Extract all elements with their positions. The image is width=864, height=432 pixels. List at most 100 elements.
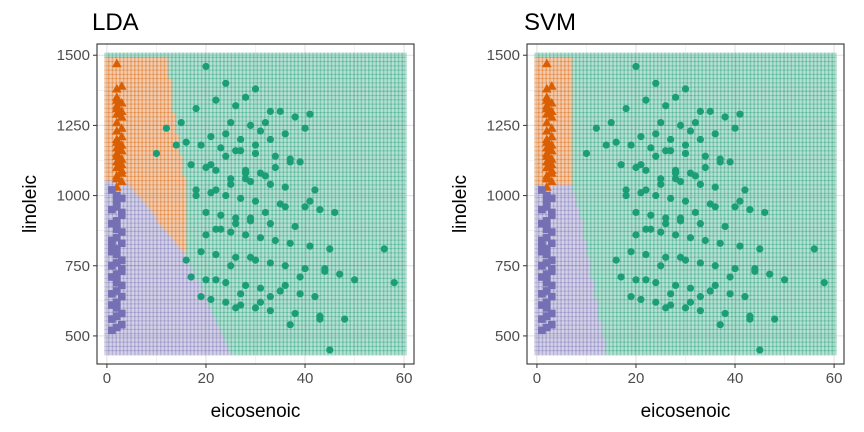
region-cell (234, 205, 240, 211)
region-cell (223, 146, 229, 152)
region-cell (241, 218, 247, 224)
region-cell (167, 252, 173, 258)
region-cell (241, 52, 247, 58)
region-cell (252, 350, 259, 356)
region-cell (271, 303, 277, 309)
region-cell (271, 294, 277, 301)
region-cell (267, 214, 273, 220)
region-cell (137, 150, 143, 156)
region-cell (171, 133, 177, 139)
region-cell (249, 150, 255, 156)
region-cell (156, 277, 162, 284)
region-cell (126, 137, 132, 143)
region-cell (156, 116, 162, 122)
region-cell (197, 78, 203, 84)
region-cell (122, 218, 129, 224)
region-cell (141, 99, 147, 105)
region-cell (238, 218, 244, 224)
region-cell (245, 273, 251, 279)
region-cell (200, 197, 207, 203)
region-cell (256, 226, 262, 233)
region-cell (160, 320, 166, 326)
region-cell (182, 222, 188, 228)
region-cell (141, 265, 147, 271)
region-cell (152, 243, 158, 250)
region-cell (148, 107, 155, 114)
region-cell (278, 99, 285, 105)
region-cell (130, 328, 136, 335)
region-cell (204, 222, 210, 228)
region-cell (130, 282, 136, 288)
region-cell (256, 311, 262, 318)
region-cell (230, 197, 236, 203)
region-cell (160, 78, 166, 84)
region-cell (145, 192, 151, 199)
region-cell (215, 107, 221, 114)
region-cell (145, 235, 151, 241)
region-cell (160, 307, 166, 313)
region-cell (223, 239, 229, 245)
region-cell (182, 95, 188, 101)
region-cell (167, 286, 173, 292)
region-cell (174, 256, 181, 262)
region-cell (182, 209, 188, 216)
region-cell (208, 239, 214, 245)
region-cell (223, 328, 229, 335)
region-cell (271, 286, 277, 292)
region-cell (156, 180, 162, 186)
region-cell (171, 252, 177, 258)
region-cell (178, 175, 184, 182)
region-cell (204, 146, 210, 152)
region-cell (104, 158, 110, 165)
region-cell (122, 222, 129, 228)
region-cell (197, 103, 203, 109)
region-cell (260, 52, 266, 58)
region-cell (238, 345, 244, 352)
region-cell (156, 231, 162, 237)
region-cell (215, 282, 221, 288)
region-cell (267, 129, 273, 135)
region-cell (256, 184, 262, 190)
region-cell (223, 103, 229, 109)
region-cell (156, 201, 162, 207)
region-cell (249, 82, 255, 88)
region-cell (193, 124, 199, 131)
region-cell (134, 239, 140, 245)
region-cell (219, 188, 225, 194)
region-cell (223, 286, 229, 292)
region-cell (178, 90, 184, 97)
region-cell (186, 65, 192, 71)
region-cell (223, 69, 229, 75)
region-cell (204, 175, 210, 182)
region-cell (156, 90, 162, 97)
region-cell (238, 124, 244, 131)
region-cell (171, 248, 177, 254)
region-cell (215, 120, 221, 126)
region-cell (182, 265, 188, 271)
region-cell (208, 282, 214, 288)
region-cell (223, 273, 229, 279)
region-cell (126, 201, 132, 207)
region-cell (275, 226, 281, 233)
region-cell (134, 269, 140, 275)
region-cell (115, 333, 121, 339)
region-cell (278, 222, 285, 228)
region-cell (130, 52, 136, 58)
region-cell (234, 243, 240, 250)
region-cell (160, 205, 166, 211)
region-cell (174, 294, 181, 301)
region-cell (234, 167, 240, 173)
region-cell (160, 65, 166, 71)
region-cell (108, 171, 114, 177)
region-cell (219, 294, 225, 301)
region-cell (186, 324, 192, 330)
region-cell (122, 175, 129, 182)
region-cell (200, 252, 207, 258)
region-cell (189, 73, 195, 80)
region-cell (130, 209, 136, 216)
region-cell (249, 239, 255, 245)
region-cell (156, 146, 162, 152)
region-cell (126, 260, 132, 267)
region-cell (226, 273, 233, 279)
region-cell (126, 243, 132, 250)
